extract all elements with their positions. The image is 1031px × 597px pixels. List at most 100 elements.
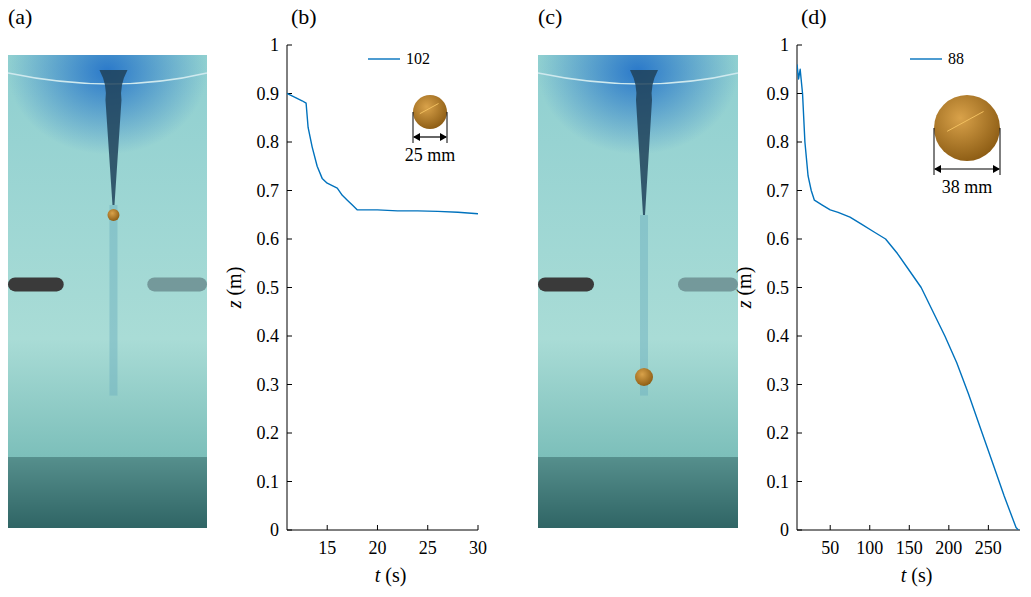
x-axis <box>287 530 478 531</box>
y-tick <box>287 336 292 337</box>
x-tick <box>327 525 328 530</box>
axis-title-unit: (s) <box>380 564 406 587</box>
dimension-tick <box>1000 128 1001 175</box>
axis-title: t (s) <box>901 564 933 587</box>
y-tick-label: 0.7 <box>257 181 280 201</box>
dye-cloud <box>8 55 207 221</box>
y-tick <box>797 530 802 531</box>
legend-label: 102 <box>406 50 430 67</box>
axis-title: z (m) <box>733 267 756 310</box>
dimension-arrow <box>440 133 447 141</box>
panel-label: (d) <box>801 4 827 29</box>
y-tick <box>287 287 292 288</box>
legend-label: 88 <box>948 50 964 67</box>
vortex-core <box>630 70 658 215</box>
dye-cloud <box>538 55 738 221</box>
x-tick-label: 200 <box>935 538 962 558</box>
x-tick-label: 20 <box>368 538 386 558</box>
y-tick-label: 0.1 <box>257 472 280 492</box>
axis-title-symbol: z <box>733 300 755 309</box>
photo-background <box>538 55 738 528</box>
photo <box>8 55 207 528</box>
legend-line <box>910 58 942 59</box>
data-group <box>797 64 1018 530</box>
y-tick <box>287 45 292 46</box>
axis-title: t (s) <box>375 564 407 587</box>
plot: 0 0.1 0.2 0.3 0.4 0.5 0.6 0.7 0.8 0.9 1 15 20 25 30 t (… <box>223 35 487 587</box>
y-tick <box>287 384 292 385</box>
dimension-tick <box>934 128 935 175</box>
rod-shadow <box>147 277 207 291</box>
y-tick-label: 0.6 <box>257 229 280 249</box>
rod-shadow <box>678 277 738 291</box>
inset-sphere <box>413 95 447 129</box>
y-tick-label: 0.4 <box>767 326 790 346</box>
inset-highlight <box>947 112 983 132</box>
y-tick-label: 0.3 <box>257 375 280 395</box>
y-tick-label: 0.2 <box>257 423 280 443</box>
tank-bottom <box>8 457 207 528</box>
y-tick <box>797 287 802 288</box>
y-tick-label: 0.5 <box>257 278 280 298</box>
inset-sphere <box>934 95 1000 161</box>
x-tick <box>869 525 870 530</box>
y-tick-label: 0.5 <box>767 278 790 298</box>
y-tick-label: 0.9 <box>257 84 280 104</box>
x-tick-label: 25 <box>419 538 437 558</box>
y-tick-label: 0.4 <box>257 326 280 346</box>
photo <box>538 55 738 528</box>
photo-background <box>8 55 207 528</box>
dimension-arrow <box>993 165 1000 173</box>
x-tick-label: 100 <box>856 538 883 558</box>
panel-label: (a) <box>8 4 32 29</box>
dye-column <box>109 205 117 396</box>
axis-title: z (m) <box>223 267 246 310</box>
y-tick-label: 0.3 <box>767 375 790 395</box>
data-line <box>287 94 478 214</box>
y-tick-label: 0.2 <box>767 423 790 443</box>
data-group <box>287 94 478 214</box>
sphere <box>635 368 653 386</box>
y-tick-label: 0.8 <box>257 132 280 152</box>
axis-title-unit: (m) <box>733 267 756 301</box>
y-tick <box>287 190 292 191</box>
dimension-tick <box>413 112 414 143</box>
x-tick <box>909 525 910 530</box>
y-tick-label: 1 <box>780 35 789 55</box>
dimension-arrow <box>413 133 420 141</box>
x-tick-label: 15 <box>318 538 336 558</box>
rod <box>8 277 64 291</box>
panel-label: (c) <box>538 4 562 29</box>
x-tick <box>988 525 989 530</box>
y-tick <box>797 481 802 482</box>
y-tick <box>287 142 292 143</box>
y-tick-label: 0.8 <box>767 132 790 152</box>
y-tick <box>797 239 802 240</box>
y-tick-label: 0.1 <box>767 472 790 492</box>
annotation: 38 mm <box>942 177 993 197</box>
vortex-core <box>99 70 127 205</box>
inset-highlight <box>420 104 439 114</box>
dimension-line <box>935 168 999 169</box>
y-tick <box>287 239 292 240</box>
y-tick-label: 0.6 <box>767 229 790 249</box>
y-tick-label: 1 <box>270 35 279 55</box>
y-tick <box>287 433 292 434</box>
panel-label: (b) <box>291 4 317 29</box>
x-tick-label: 30 <box>469 538 487 558</box>
x-tick <box>377 525 378 530</box>
y-tick <box>797 142 802 143</box>
sphere <box>107 209 119 221</box>
y-tick <box>797 433 802 434</box>
y-tick-label: 0.7 <box>767 181 790 201</box>
y-tick <box>287 481 292 482</box>
axis-title-unit: (s) <box>906 564 932 587</box>
axis-title-symbol: z <box>223 300 245 309</box>
y-tick-label: 0 <box>270 520 279 540</box>
legend-line <box>368 58 400 59</box>
y-tick <box>797 45 802 46</box>
tank-bottom <box>538 457 738 528</box>
x-tick <box>830 525 831 530</box>
y-tick <box>797 336 802 337</box>
rod <box>538 277 594 291</box>
